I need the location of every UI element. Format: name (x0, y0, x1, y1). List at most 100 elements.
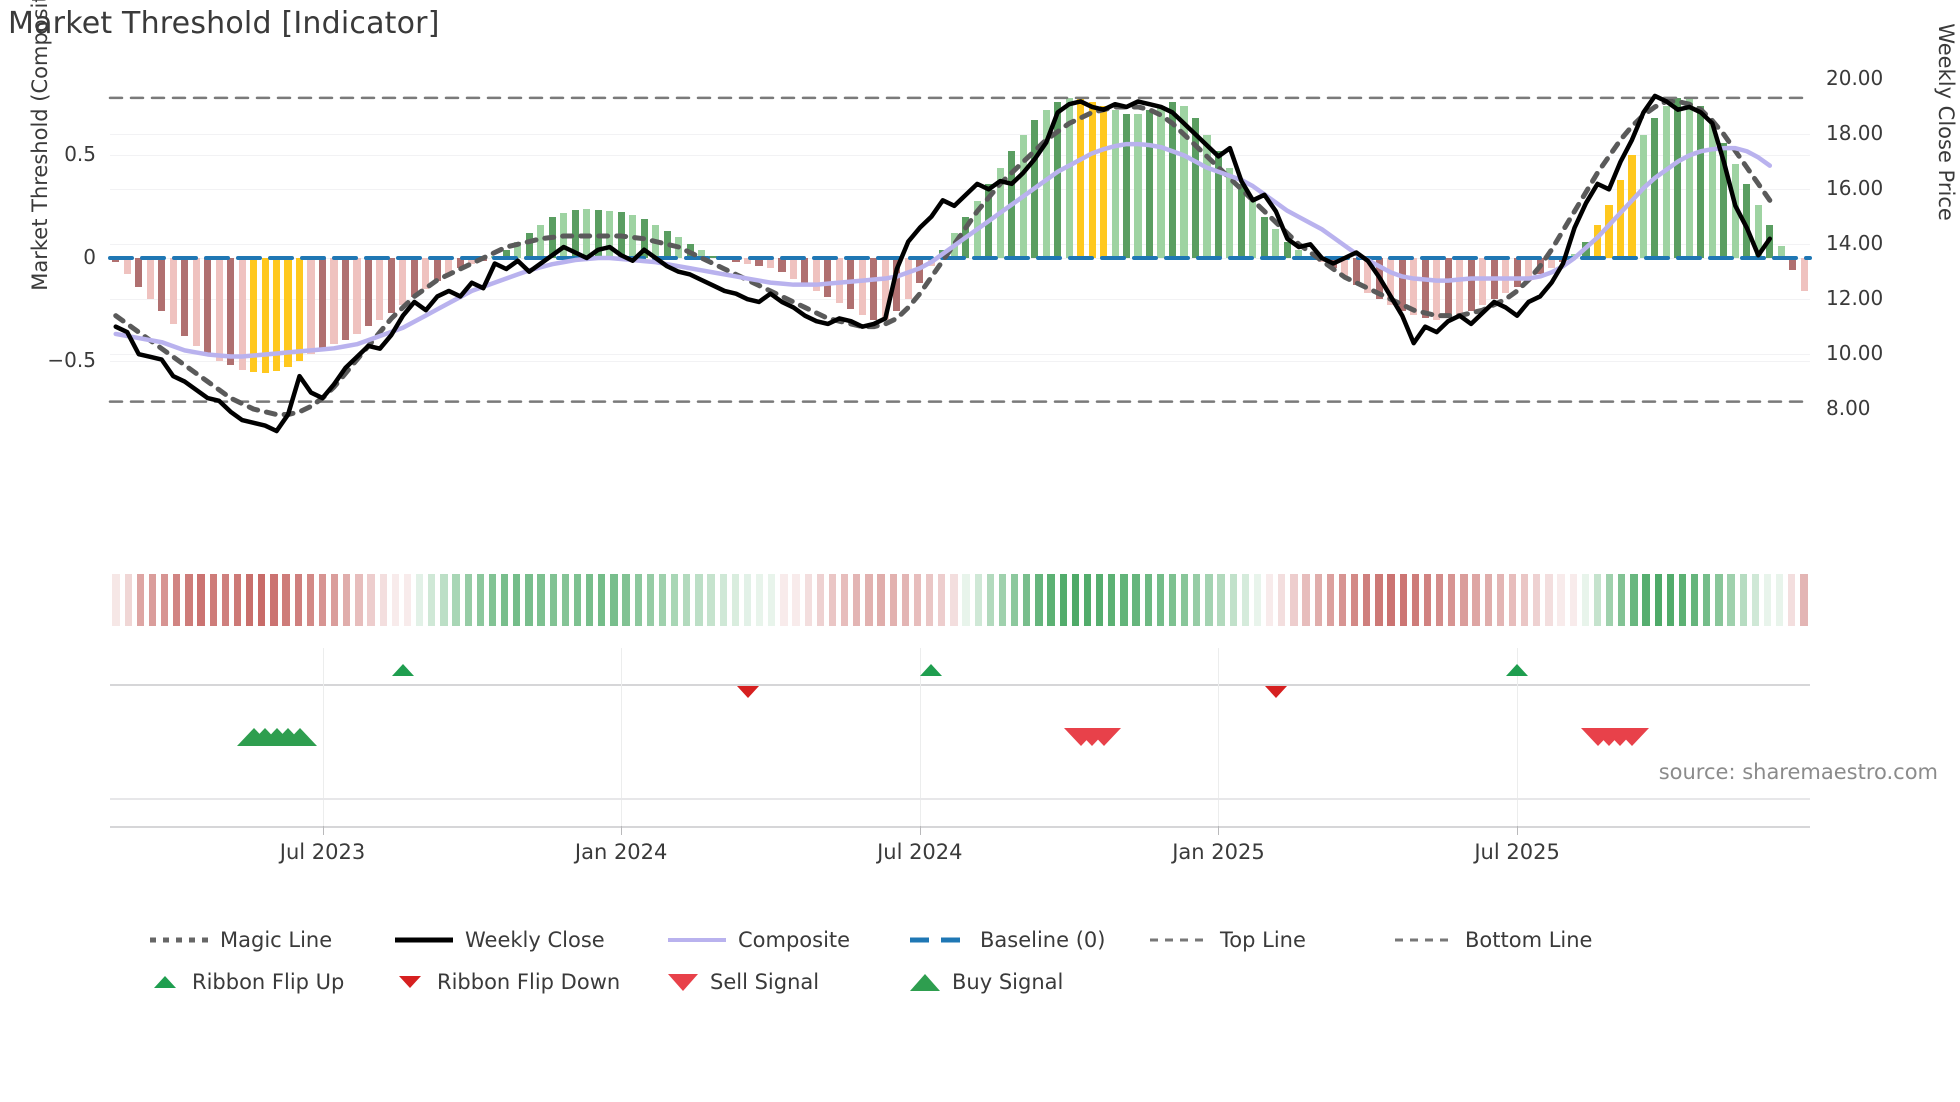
grid-line (110, 299, 1810, 301)
ribbon-cell (161, 574, 169, 626)
ribbon-cell (197, 574, 205, 626)
ribbon-cell (1484, 574, 1492, 626)
x-tick-mark (621, 826, 623, 835)
composite-bar (789, 258, 797, 279)
ribbon-cell (246, 574, 254, 626)
ribbon-cell (1727, 574, 1735, 626)
composite-bar (261, 258, 269, 373)
composite-bar (1214, 151, 1222, 258)
grid-line (110, 360, 1810, 362)
ribbon-cell (1448, 574, 1456, 626)
composite-bar (1651, 118, 1659, 258)
composite-bar (410, 258, 418, 297)
legend-item-magic-line[interactable]: Magic Line (150, 928, 332, 952)
ribbon-cell (1241, 574, 1249, 626)
composite-bar (1283, 241, 1291, 258)
ribbon-cell (1011, 574, 1019, 626)
legend-label: Weekly Close (465, 928, 605, 952)
ribbon-cell (707, 574, 715, 626)
composite-bar (1295, 249, 1303, 258)
legend-line-swatch (395, 931, 453, 949)
x-tick-mark (1218, 826, 1220, 835)
legend-item-top-line[interactable]: Top Line (1150, 928, 1306, 952)
ribbon-cell (950, 574, 958, 626)
composite-bar (1800, 258, 1808, 291)
composite-bar (181, 258, 189, 336)
legend-item-weekly-close[interactable]: Weekly Close (395, 928, 605, 952)
ribbon-cell (731, 574, 739, 626)
x-tick-label: Jan 2024 (574, 840, 668, 864)
composite-bar (1398, 258, 1406, 312)
ribbon-cell (1338, 574, 1347, 626)
legend-item-baseline-0[interactable]: Baseline (0) (910, 928, 1105, 952)
ribbon-cell (1326, 574, 1334, 626)
ribbon-cell (816, 574, 824, 626)
ribbon-cell (974, 574, 982, 626)
composite-bar (353, 258, 361, 334)
ribbon-cell (671, 574, 679, 626)
composite-bar (881, 258, 889, 320)
ribbon-cell (804, 574, 812, 626)
ribbon-cell (1776, 574, 1784, 626)
ribbon-cell (1678, 574, 1687, 626)
ribbon-cell (1023, 574, 1031, 626)
legend-label: Top Line (1220, 928, 1306, 952)
ribbon-cell (1472, 574, 1480, 626)
composite-bar (204, 258, 212, 355)
legend-item-bottom-line[interactable]: Bottom Line (1395, 928, 1592, 952)
ribbon-cell (1545, 574, 1553, 626)
ribbon-cell (391, 574, 399, 626)
ribbon-cell (294, 574, 302, 626)
legend-item-sell-signal[interactable]: Sell Signal (668, 970, 819, 994)
ribbon-cell (1569, 574, 1577, 626)
ribbon-cell (1363, 574, 1371, 626)
ribbon-cell (258, 574, 266, 626)
composite-bar (537, 225, 545, 258)
legend-line (395, 937, 453, 943)
composite-bar (1593, 225, 1602, 258)
composite-bar (1111, 110, 1119, 258)
composite-bar (1364, 258, 1372, 293)
legend-label: Baseline (0) (980, 928, 1106, 952)
composite-bar (1088, 102, 1096, 258)
ribbon-cell (1533, 574, 1541, 626)
ribbon-cell (756, 574, 764, 626)
grid-line (110, 155, 1810, 157)
legend-item-composite[interactable]: Composite (668, 928, 850, 952)
ribbon-cell (573, 574, 582, 626)
signal-grid-line (621, 648, 623, 828)
composite-bar (1191, 118, 1200, 258)
composite-bar (468, 258, 476, 265)
composite-bar (1157, 106, 1165, 258)
ribbon-cell (1411, 574, 1419, 626)
ribbon-cell (998, 574, 1007, 626)
ribbon-cell (148, 574, 157, 626)
triangle-down-icon (399, 976, 421, 988)
composite-bar (238, 258, 246, 370)
legend-line-swatch (1150, 931, 1208, 949)
ribbon-cell (1108, 574, 1116, 626)
ribbon-cell (865, 574, 873, 626)
ribbon-cell (1642, 574, 1650, 626)
legend-item-ribbon-flip-up[interactable]: Ribbon Flip Up (150, 970, 344, 994)
legend-item-ribbon-flip-down[interactable]: Ribbon Flip Down (395, 970, 620, 994)
composite-bar (1134, 114, 1142, 258)
ribbon-cell (1788, 574, 1796, 626)
legend-line-swatch (910, 931, 968, 949)
legend-item-buy-signal[interactable]: Buy Signal (910, 970, 1063, 994)
composite-bar (502, 249, 510, 258)
page-title: Market Threshold [Indicator] (8, 6, 440, 41)
y-tick-right: 18.00 (1826, 121, 1884, 146)
ribbon-cell (743, 574, 752, 626)
composite-bar (158, 258, 166, 312)
legend-label: Composite (738, 928, 851, 952)
ribbon-cell (1071, 574, 1079, 626)
ribbon-cell (1691, 574, 1699, 626)
ribbon-cell (1193, 574, 1201, 626)
composite-bar (1444, 258, 1452, 318)
ribbon-cell (1618, 574, 1626, 626)
composite-bar (1605, 204, 1613, 258)
composite-bar (1421, 258, 1429, 318)
ribbon-cell (124, 574, 132, 626)
